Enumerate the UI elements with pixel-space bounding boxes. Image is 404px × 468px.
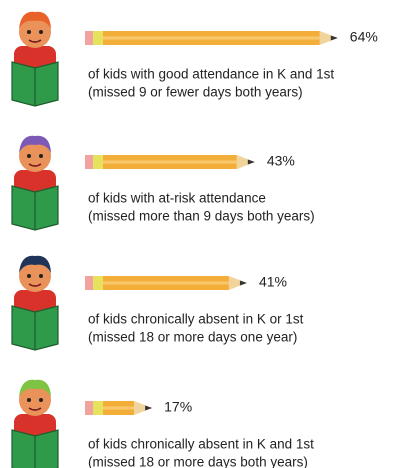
kid-icon bbox=[12, 136, 58, 230]
page: 64% of kids with good attendance in K and… bbox=[0, 0, 404, 468]
category-label: of kids chronically absent in K and 1st bbox=[88, 437, 314, 452]
pencil-eraser bbox=[85, 276, 93, 290]
pencil-eraser bbox=[85, 401, 93, 415]
pencil-stripe bbox=[85, 161, 237, 164]
category-note: (missed 18 or more days both years) bbox=[88, 455, 308, 468]
pencil-ferrule bbox=[93, 155, 103, 169]
value-label: 41% bbox=[259, 274, 287, 290]
pencil bbox=[85, 276, 247, 290]
pencil-eraser bbox=[85, 31, 93, 45]
value-label: 17% bbox=[164, 399, 192, 415]
kid-icon bbox=[12, 256, 58, 350]
category-label: of kids with at-risk attendance bbox=[88, 191, 266, 206]
kid-icon bbox=[12, 380, 58, 468]
pencil-lead bbox=[331, 36, 338, 41]
pencil-stripe bbox=[85, 282, 229, 285]
category-note: (missed 9 or fewer days both years) bbox=[88, 85, 303, 100]
pencil-ferrule bbox=[93, 401, 103, 415]
kid-icon bbox=[12, 12, 58, 106]
category-note: (missed more than 9 days both years) bbox=[88, 209, 315, 224]
pencil-stripe bbox=[85, 37, 320, 40]
category-label: of kids chronically absent in K or 1st bbox=[88, 312, 304, 327]
category-note: (missed 18 or more days one year) bbox=[88, 330, 297, 345]
pencil bbox=[85, 31, 338, 45]
pencil-ferrule bbox=[93, 276, 103, 290]
pencil-lead bbox=[145, 406, 152, 411]
pencil-lead bbox=[240, 281, 247, 286]
chart: 64% of kids with good attendance in K and… bbox=[0, 0, 404, 468]
category-label: of kids with good attendance in K and 1s… bbox=[88, 67, 334, 82]
pencil bbox=[85, 155, 255, 169]
value-label: 43% bbox=[267, 153, 295, 169]
pencil-ferrule bbox=[93, 31, 103, 45]
value-label: 64% bbox=[350, 29, 378, 45]
pencil-lead bbox=[248, 160, 255, 165]
pencil bbox=[85, 401, 152, 415]
pencil-eraser bbox=[85, 155, 93, 169]
